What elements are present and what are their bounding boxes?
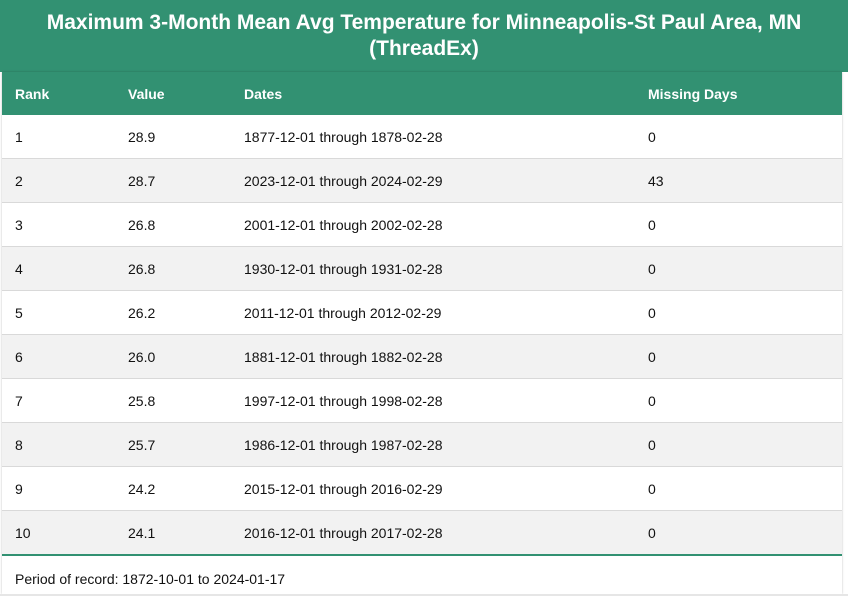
missing-days-cell: 0 (635, 115, 842, 159)
dates-cell: 2016-12-01 through 2017-02-28 (231, 510, 635, 556)
rank-cell: 4 (2, 246, 115, 291)
dates-cell: 2001-12-01 through 2002-02-28 (231, 202, 635, 247)
table-row: 6 26.0 1881-12-01 through 1882-02-28 0 (2, 334, 842, 379)
table-row: 9 24.2 2015-12-01 through 2016-02-29 0 (2, 466, 842, 511)
value-cell: 24.1 (115, 510, 231, 556)
value-cell: 26.0 (115, 334, 231, 379)
rank-cell: 2 (2, 158, 115, 203)
value-cell: 26.8 (115, 202, 231, 247)
rank-cell: 5 (2, 290, 115, 335)
table-row: 7 25.8 1997-12-01 through 1998-02-28 0 (2, 378, 842, 423)
rank-cell: 1 (2, 115, 115, 159)
column-header-dates[interactable]: Dates (231, 72, 635, 115)
missing-days-cell: 0 (635, 422, 842, 467)
value-cell: 24.2 (115, 466, 231, 511)
dates-cell: 2011-12-01 through 2012-02-29 (231, 290, 635, 335)
missing-days-cell: 0 (635, 334, 842, 379)
missing-days-cell: 0 (635, 290, 842, 335)
column-header-value[interactable]: Value (115, 72, 231, 115)
missing-days-cell: 0 (635, 202, 842, 247)
records-table: Rank Value Dates Missing Days 1 28.9 1877-… (2, 72, 842, 556)
bottom-divider (0, 594, 848, 596)
table-row: 5 26.2 2011-12-01 through 2012-02-29 0 (2, 290, 842, 335)
missing-days-cell: 0 (635, 246, 842, 291)
value-cell: 26.8 (115, 246, 231, 291)
results-panel: Rank Value Dates Missing Days 1 28.9 1877-… (2, 72, 842, 594)
rank-cell: 9 (2, 466, 115, 511)
dates-cell: 1877-12-01 through 1878-02-28 (231, 115, 635, 159)
title-bar: Maximum 3-Month Mean Avg Temperature for… (0, 0, 848, 72)
page-title: Maximum 3-Month Mean Avg Temperature for… (46, 11, 802, 34)
rank-cell: 6 (2, 334, 115, 379)
table-row: 1 28.9 1877-12-01 through 1878-02-28 0 (2, 115, 842, 159)
missing-days-cell: 0 (635, 510, 842, 556)
missing-days-cell: 0 (635, 466, 842, 511)
missing-days-cell: 0 (635, 378, 842, 423)
table-row: 4 26.8 1930-12-01 through 1931-02-28 0 (2, 246, 842, 291)
rank-cell: 3 (2, 202, 115, 247)
dates-cell: 1986-12-01 through 1987-02-28 (231, 422, 635, 467)
table-row: 10 24.1 2016-12-01 through 2017-02-28 0 (2, 510, 842, 556)
page-subtitle: (ThreadEx) (369, 37, 479, 60)
value-cell: 28.9 (115, 115, 231, 159)
header-row: Rank Value Dates Missing Days (2, 72, 842, 115)
table-row: 2 28.7 2023-12-01 through 2024-02-29 43 (2, 158, 842, 203)
dates-cell: 2023-12-01 through 2024-02-29 (231, 158, 635, 203)
period-of-record: Period of record: 1872-10-01 to 2024-01-… (15, 571, 286, 587)
missing-days-cell: 43 (635, 158, 842, 203)
value-cell: 25.8 (115, 378, 231, 423)
dates-cell: 2015-12-01 through 2016-02-29 (231, 466, 635, 511)
column-header-rank[interactable]: Rank (2, 72, 115, 115)
table-header: Rank Value Dates Missing Days (2, 72, 842, 115)
rank-cell: 10 (2, 510, 115, 556)
dates-cell: 1997-12-01 through 1998-02-28 (231, 378, 635, 423)
value-cell: 28.7 (115, 158, 231, 203)
table-row: 3 26.8 2001-12-01 through 2002-02-28 0 (2, 202, 842, 247)
rank-cell: 8 (2, 422, 115, 467)
value-cell: 25.7 (115, 422, 231, 467)
table-body: 1 28.9 1877-12-01 through 1878-02-28 0 2 28.7… (2, 115, 842, 556)
value-cell: 26.2 (115, 290, 231, 335)
dates-cell: 1930-12-01 through 1931-02-28 (231, 246, 635, 291)
rank-cell: 7 (2, 378, 115, 423)
column-header-missing-days[interactable]: Missing Days (635, 72, 842, 115)
dates-cell: 1881-12-01 through 1882-02-28 (231, 334, 635, 379)
table-row: 8 25.7 1986-12-01 through 1987-02-28 0 (2, 422, 842, 467)
